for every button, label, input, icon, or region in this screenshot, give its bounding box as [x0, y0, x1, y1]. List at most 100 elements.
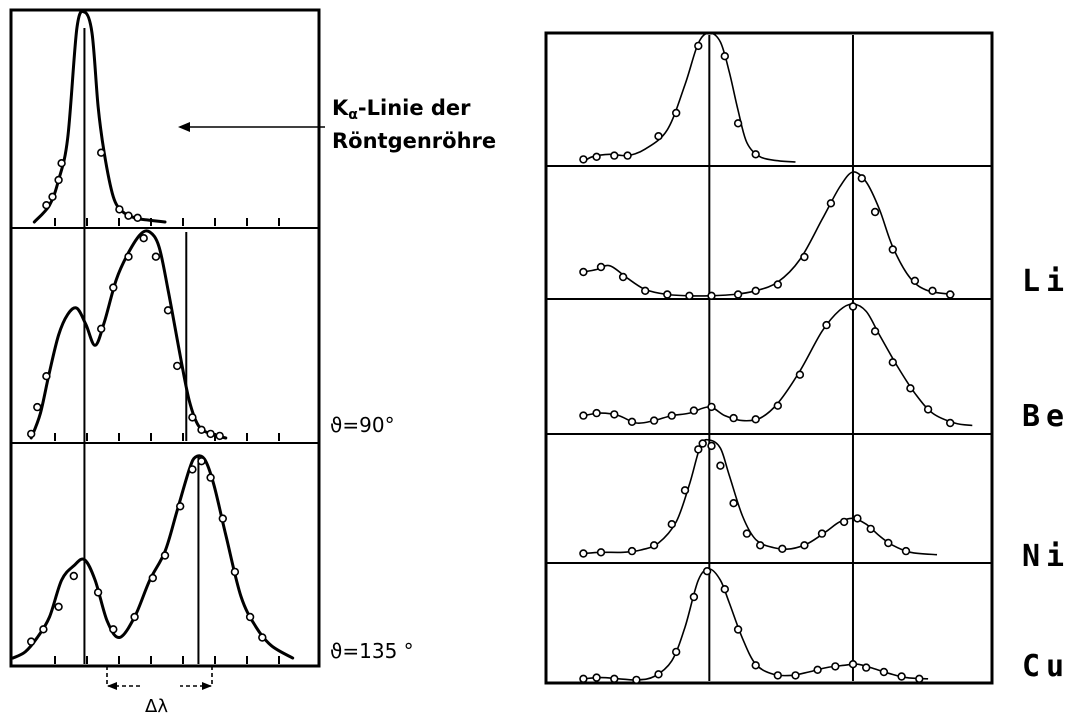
- data-point: [839, 517, 849, 527]
- data-point: [694, 41, 703, 51]
- data-point: [694, 445, 703, 454]
- data-point: [592, 673, 601, 682]
- data-point: [176, 502, 185, 511]
- data-point: [197, 425, 206, 434]
- data-point: [853, 514, 862, 523]
- data-point: [632, 675, 641, 685]
- data-point: [109, 283, 118, 292]
- right-curves: [579, 32, 973, 685]
- left-reference-lines: [83, 28, 200, 664]
- data-point: [689, 406, 699, 415]
- data-point: [579, 674, 588, 683]
- data-point: [57, 159, 66, 168]
- data-point: [206, 429, 215, 439]
- data-point: [197, 457, 206, 466]
- data-point: [733, 119, 743, 128]
- data-point: [163, 306, 173, 315]
- data-point: [640, 286, 650, 295]
- data-point: [698, 439, 707, 448]
- data-point: [822, 320, 831, 330]
- right-reference-lines: [708, 35, 854, 681]
- theta-90-label: ϑ=90°: [330, 413, 395, 437]
- data-point: [857, 174, 866, 183]
- data-point: [945, 418, 955, 428]
- data-point: [148, 573, 158, 583]
- data-point: [884, 538, 893, 548]
- data-point: [54, 602, 63, 611]
- delta-lambda-label: Δλ: [145, 696, 168, 717]
- data-point: [729, 413, 738, 423]
- series-line: [29, 229, 228, 440]
- data-point: [826, 199, 836, 208]
- data-point: [888, 245, 897, 254]
- left-ticks: [54, 218, 280, 664]
- data-point: [124, 211, 133, 220]
- data-point: [866, 524, 875, 534]
- data-point: [689, 592, 699, 602]
- data-point: [39, 625, 48, 634]
- element-label: Cu: [1022, 649, 1070, 684]
- data-point: [218, 514, 228, 523]
- data-point: [778, 544, 787, 553]
- data-point: [751, 286, 760, 295]
- data-point: [923, 405, 933, 414]
- data-point: [671, 647, 681, 657]
- data-point: [139, 234, 148, 243]
- data-point: [773, 280, 782, 289]
- data-point: [215, 431, 224, 441]
- data-point: [897, 672, 906, 681]
- data-point: [96, 148, 106, 157]
- delta-lambda-right-dash: [180, 666, 213, 687]
- data-point: [93, 588, 103, 597]
- data-point: [702, 566, 712, 576]
- data-point: [663, 290, 672, 299]
- data-point: [109, 625, 118, 634]
- left-chart: [9, 8, 321, 668]
- data-point: [230, 567, 240, 577]
- data-point: [667, 411, 676, 420]
- data-point: [42, 201, 51, 210]
- data-point: [906, 384, 915, 393]
- data-point: [33, 402, 42, 412]
- data-point: [627, 417, 637, 426]
- data-point: [901, 546, 911, 556]
- data-point: [124, 252, 133, 261]
- data-point: [654, 132, 663, 141]
- data-point: [173, 361, 182, 371]
- data-point: [848, 659, 858, 669]
- data-point: [742, 529, 752, 538]
- data-point: [945, 290, 955, 299]
- element-label: Ni: [1022, 539, 1070, 574]
- data-point: [188, 413, 197, 422]
- data-point: [848, 302, 858, 311]
- kalpha-label-line1: Kα-Linie der: [332, 96, 471, 123]
- data-point: [831, 662, 840, 671]
- data-point: [773, 401, 782, 410]
- data-point: [54, 175, 63, 185]
- data-point: [96, 324, 106, 333]
- data-point: [755, 541, 765, 550]
- data-point: [716, 461, 725, 470]
- data-point: [579, 549, 588, 558]
- data-point: [188, 465, 197, 474]
- data-point: [115, 205, 124, 214]
- delta-lambda-bracket: Δλ: [106, 666, 213, 717]
- data-point: [751, 150, 760, 159]
- data-point: [649, 541, 659, 550]
- data-point: [623, 151, 632, 160]
- data-point: [707, 441, 716, 451]
- data-point: [680, 486, 690, 495]
- series-line: [32, 9, 167, 224]
- data-point: [27, 637, 36, 646]
- data-point: [151, 252, 161, 261]
- data-point: [928, 286, 937, 295]
- data-point: [733, 625, 743, 634]
- series-line: [583, 171, 955, 297]
- data-point: [667, 519, 676, 529]
- data-point: [245, 612, 255, 622]
- data-point: [800, 541, 809, 550]
- data-point: [27, 429, 36, 439]
- series-line: [583, 438, 938, 556]
- data-point: [729, 499, 738, 508]
- data-point: [579, 155, 588, 164]
